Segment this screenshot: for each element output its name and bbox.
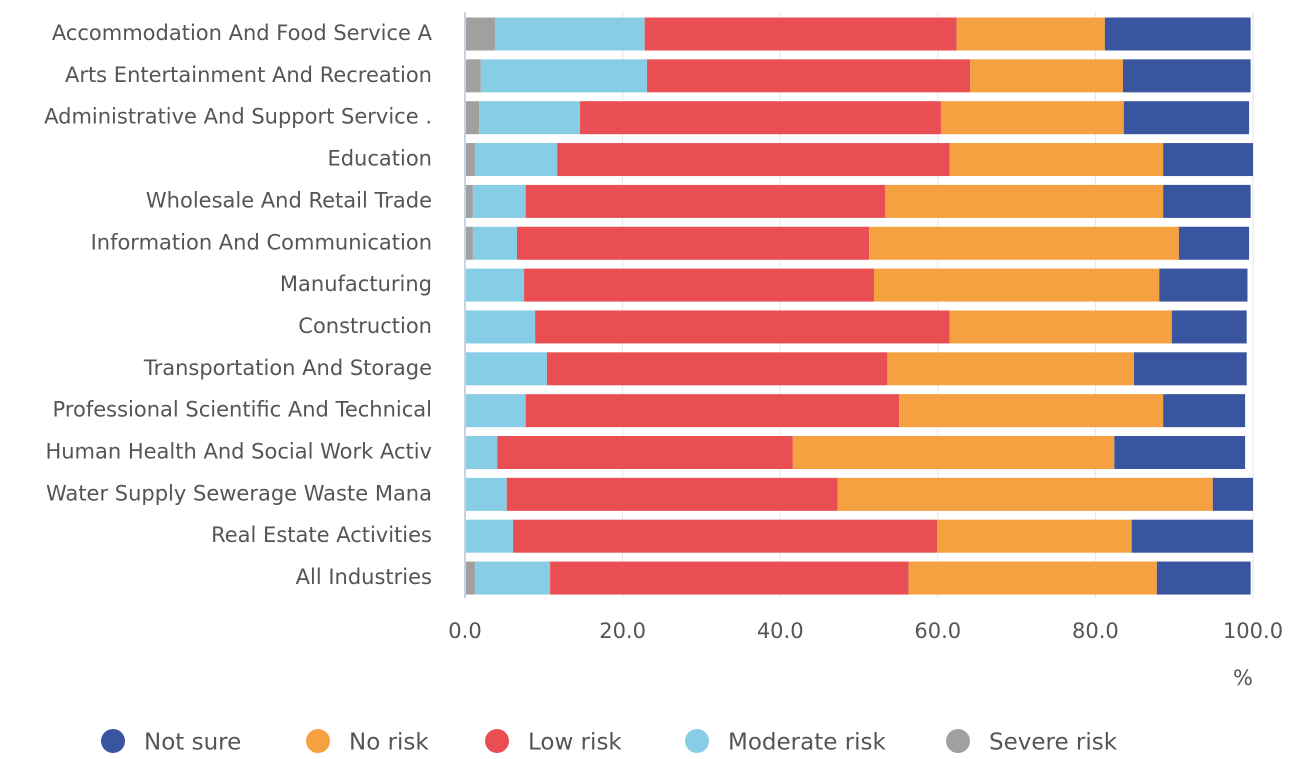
legend-label: Moderate risk (728, 730, 887, 756)
legend-label: No risk (349, 730, 429, 756)
bar-segment (1123, 101, 1250, 135)
y-tick-label: Accommodation And Food Service A (52, 21, 433, 45)
bar-segment (546, 352, 888, 386)
x-tick-label: 40.0 (757, 619, 804, 643)
bar-segment (647, 59, 971, 93)
legend-marker (685, 729, 709, 753)
legend-marker (306, 729, 330, 753)
bar-segment (535, 310, 950, 344)
bar-segment (1122, 59, 1251, 93)
legend-label: Severe risk (989, 730, 1118, 756)
bar-segment (1212, 477, 1253, 511)
bar-segment (475, 143, 558, 177)
bar-segment (525, 184, 886, 218)
y-tick-label: Wholesale And Retail Trade (146, 188, 432, 212)
bar-segment (970, 59, 1123, 93)
bar-segment (513, 519, 938, 553)
bar-segment (465, 352, 547, 386)
bar-segment (1163, 394, 1246, 428)
y-tick-label: All Industries (296, 565, 432, 589)
bar-segment (1104, 17, 1251, 51)
bar-segment (465, 268, 525, 302)
legend-marker (946, 729, 970, 753)
bar-segment (887, 352, 1135, 386)
y-tick-label: Water Supply Sewerage Waste Mana (46, 481, 432, 505)
bar-segment (479, 101, 581, 135)
bar-segment (885, 184, 1164, 218)
y-tick-label: Administrative And Support Service . (44, 105, 432, 129)
legend-label: Not sure (144, 730, 241, 756)
bar-segment (517, 226, 870, 260)
bar-segment (873, 268, 1160, 302)
bar-segment (550, 561, 909, 595)
bar-segment (899, 394, 1164, 428)
bar-segment (465, 394, 526, 428)
x-tick-label: 20.0 (599, 619, 646, 643)
bar-segment (465, 184, 473, 218)
y-tick-label: Manufacturing (280, 272, 432, 296)
bar-segment (949, 143, 1164, 177)
bar-segment (506, 477, 838, 511)
bar-segment (480, 59, 648, 93)
bar-segment (475, 561, 551, 595)
bar-segment (1163, 184, 1251, 218)
bar-segment (465, 519, 514, 553)
bar-segment (472, 226, 518, 260)
bar-segment (1131, 519, 1253, 553)
x-axis-label: % (1233, 666, 1253, 690)
x-tick-label: 0.0 (448, 619, 481, 643)
y-tick-label: Transportation And Storage (143, 356, 432, 380)
y-tick-label: Human Health And Social Work Activ (45, 440, 432, 464)
bar-segment (465, 436, 498, 469)
bar-segment (465, 101, 480, 135)
y-tick-label: Construction (298, 314, 432, 338)
bar-segment (792, 436, 1115, 469)
bar-segment (465, 226, 473, 260)
bar-segment (1114, 436, 1246, 469)
bar-segment (644, 17, 957, 51)
bar-segment (837, 477, 1213, 511)
bar-segment (940, 101, 1124, 135)
bar-segment (472, 184, 526, 218)
y-tick-label: Arts Entertainment And Recreation (65, 63, 432, 87)
bar-segment (465, 143, 476, 177)
bar-segment (557, 143, 950, 177)
bar-segment (525, 394, 900, 428)
bar-segment (494, 17, 645, 51)
x-tick-label: 100.0 (1223, 619, 1283, 643)
bar-segment (869, 226, 1179, 260)
bar-segment (949, 310, 1172, 344)
bar-segment (465, 59, 481, 93)
bar-segment (908, 561, 1157, 595)
x-tick-label: 80.0 (1072, 619, 1119, 643)
y-tick-label: Information And Communication (91, 230, 432, 254)
y-tick-label: Real Estate Activities (211, 523, 432, 547)
bar-segment (497, 436, 793, 469)
bar-segment (524, 268, 874, 302)
bar-segment (956, 17, 1105, 51)
bar-segment (1156, 561, 1251, 595)
bar-segment (465, 17, 495, 51)
bar-segment (1134, 352, 1247, 386)
legend-marker (485, 729, 509, 753)
x-tick-label: 60.0 (914, 619, 961, 643)
bar-segment (937, 519, 1132, 553)
bar-segment (1159, 268, 1248, 302)
bar-segment (465, 310, 536, 344)
bar-segment (1178, 226, 1250, 260)
y-tick-label: Education (327, 147, 432, 171)
bar-segment (580, 101, 941, 135)
bar-segment (465, 477, 507, 511)
legend-label: Low risk (528, 730, 622, 756)
y-tick-label: Professional Scientific And Technical (53, 398, 432, 422)
bar-segment (465, 561, 476, 595)
bar-segment (1171, 310, 1247, 344)
legend-marker (101, 729, 125, 753)
bar-segment (1163, 143, 1253, 177)
